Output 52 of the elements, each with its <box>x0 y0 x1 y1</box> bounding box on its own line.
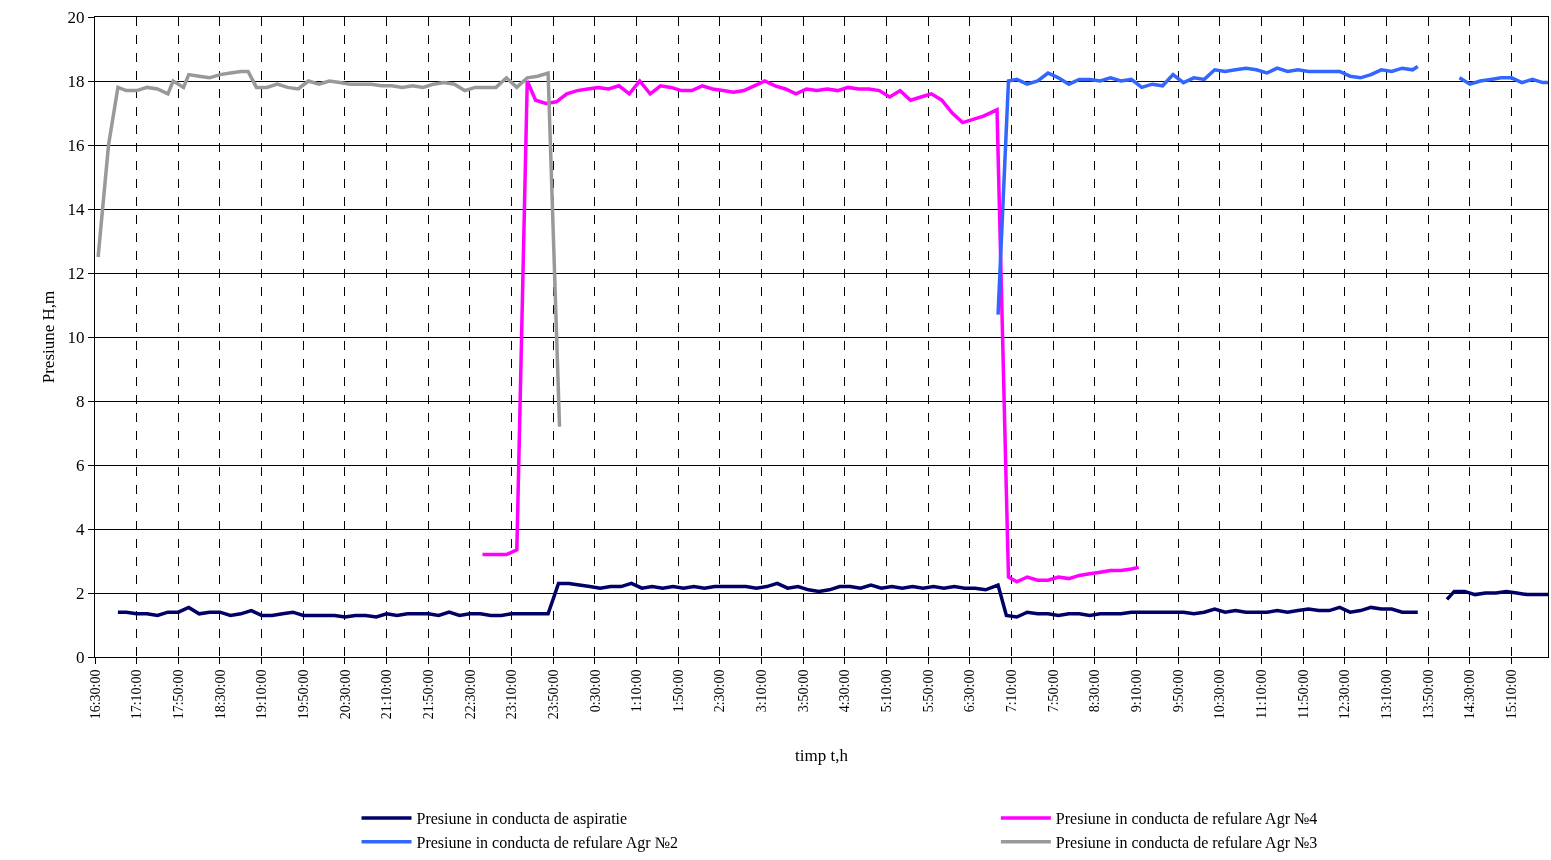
x-tick-label: 17:10:00 <box>129 669 145 720</box>
y-tick-label: 18 <box>67 71 85 91</box>
x-tick-label: 5:50:00 <box>920 669 936 713</box>
x-tick-label: 13:10:00 <box>1379 669 1395 720</box>
x-tick-label: 23:10:00 <box>504 669 520 720</box>
x-tick-label: 3:10:00 <box>754 669 770 713</box>
x-tick-label: 8:30:00 <box>1087 669 1103 713</box>
x-tick-label: 2:30:00 <box>712 669 728 713</box>
legend-label: Presiune in conducta de refulare Agr №3 <box>1055 833 1318 852</box>
x-tick-label: 1:10:00 <box>629 669 645 713</box>
x-tick-label: 17:50:00 <box>170 669 186 720</box>
x-tick-label: 10:30:00 <box>1212 669 1228 720</box>
x-tick-label: 9:10:00 <box>1129 669 1145 713</box>
y-tick-label: 16 <box>67 135 85 155</box>
x-tick-label: 11:50:00 <box>1295 669 1311 719</box>
x-tick-label: 3:50:00 <box>795 669 811 713</box>
x-tick-label: 7:50:00 <box>1045 669 1061 713</box>
x-tick-label: 12:30:00 <box>1337 669 1353 720</box>
x-tick-label: 1:50:00 <box>670 669 686 713</box>
x-tick-label: 4:30:00 <box>837 669 853 713</box>
legend-label: Presiune in conducta de refulare Agr №2 <box>416 833 678 852</box>
x-tick-label: 18:30:00 <box>212 669 228 720</box>
x-tick-label: 21:10:00 <box>379 669 395 720</box>
x-tick-label: 14:30:00 <box>1462 669 1478 720</box>
x-tick-label: 9:50:00 <box>1170 669 1186 713</box>
y-tick-label: 6 <box>76 455 85 475</box>
y-tick-label: 8 <box>76 391 85 411</box>
legend-label: Presiune in conducta de refulare Agr №4 <box>1055 810 1318 829</box>
x-tick-label: 11:10:00 <box>1254 669 1270 719</box>
x-axis-title: timp t,h <box>795 745 849 765</box>
x-tick-label: 16:30:00 <box>87 669 103 720</box>
y-axis-title: Presiune H,m <box>39 290 59 384</box>
x-tick-label: 19:50:00 <box>295 669 311 720</box>
x-tick-label: 0:30:00 <box>587 669 603 713</box>
y-tick-label: 14 <box>67 199 86 219</box>
x-tick-label: 6:30:00 <box>962 669 978 713</box>
y-tick-label: 12 <box>67 263 85 283</box>
y-tick-label: 10 <box>67 327 85 347</box>
y-tick-label: 4 <box>76 519 86 539</box>
x-tick-label: 15:10:00 <box>1504 669 1520 720</box>
x-tick-label: 22:30:00 <box>462 669 478 720</box>
x-tick-label: 5:10:00 <box>879 669 895 713</box>
y-tick-label: 0 <box>76 647 85 667</box>
x-tick-label: 7:10:00 <box>1004 669 1020 713</box>
x-tick-label: 20:30:00 <box>337 669 353 720</box>
x-tick-label: 13:50:00 <box>1420 669 1436 720</box>
x-tick-label: 23:50:00 <box>545 669 561 720</box>
y-tick-label: 2 <box>76 583 85 603</box>
legend-label: Presiune in conducta de aspiratie <box>416 810 628 829</box>
x-tick-label: 19:10:00 <box>254 669 270 720</box>
y-tick-label: 20 <box>67 7 85 27</box>
x-tick-label: 21:50:00 <box>420 669 436 720</box>
